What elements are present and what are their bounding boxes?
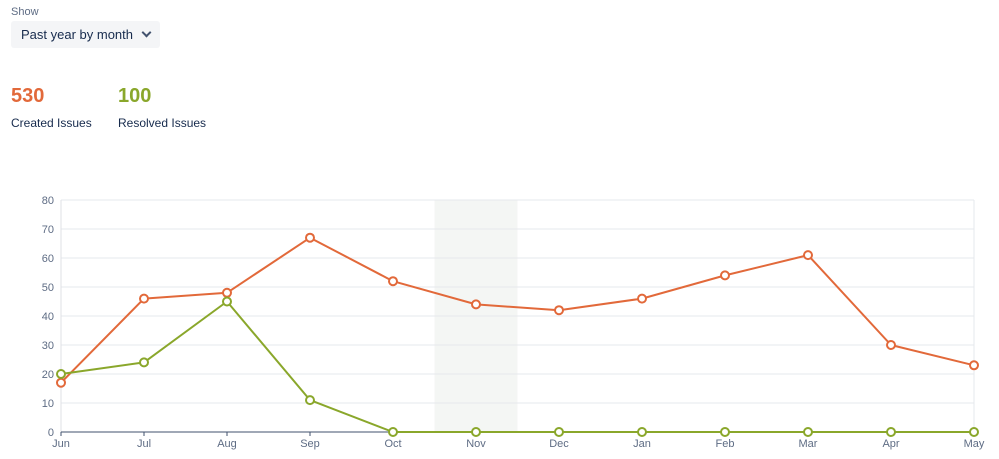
y-tick-label: 0 <box>48 427 54 439</box>
resolved-data-point <box>388 427 398 437</box>
created-data-point <box>969 360 979 371</box>
y-tick-label: 30 <box>42 340 54 352</box>
y-tick-label: 70 <box>42 224 54 236</box>
x-tick-label: Jul <box>137 438 151 450</box>
created-data-point <box>720 270 730 281</box>
resolved-data-point <box>471 427 481 437</box>
resolved-issues-stat: 100 Resolved Issues <box>118 84 206 130</box>
y-tick-label: 60 <box>42 253 54 265</box>
created-data-point <box>886 340 896 350</box>
resolved-data-point <box>720 427 730 437</box>
resolved-data-point <box>803 427 813 437</box>
resolved-data-point <box>637 427 647 437</box>
created-data-point <box>471 299 481 310</box>
resolved-series-line <box>60 300 974 433</box>
created-issues-label: Created Issues <box>11 116 92 130</box>
created-data-point <box>305 232 315 243</box>
created-data-point <box>56 377 66 388</box>
created-data-point <box>222 287 232 298</box>
created-data-point <box>554 305 564 316</box>
x-tick-label: Apr <box>882 438 899 450</box>
resolved-issues-count: 100 <box>118 85 152 107</box>
x-tick-label: Dec <box>549 438 569 450</box>
resolved-data-point <box>56 369 66 379</box>
resolved-data-point <box>886 427 896 437</box>
x-tick-label: Nov <box>466 438 486 450</box>
resolved-data-point <box>969 427 979 437</box>
period-dropdown[interactable]: Past year by month <box>11 21 160 48</box>
y-tick-label: 50 <box>42 282 54 294</box>
created-issues-count: 530 <box>11 85 45 107</box>
resolved-data-point <box>305 395 315 406</box>
x-tick-label: Oct <box>384 438 401 450</box>
x-tick-label: Aug <box>217 438 237 450</box>
x-tick-label: Mar <box>799 438 818 450</box>
x-tick-label: Jan <box>633 438 651 450</box>
created-issues-stat: 530 Created Issues <box>11 84 92 130</box>
y-tick-label: 80 <box>42 195 54 207</box>
created-data-point <box>388 276 398 287</box>
x-tick-label: Sep <box>300 438 320 450</box>
resolved-data-point <box>554 427 564 437</box>
y-tick-label: 40 <box>42 311 54 323</box>
created-data-point <box>139 293 149 304</box>
period-dropdown-value: Past year by month <box>21 27 133 42</box>
created-series-line <box>60 236 975 384</box>
resolved-data-point <box>222 296 232 307</box>
resolved-data-point <box>139 357 149 368</box>
filter-label: Show <box>11 6 39 18</box>
x-tick-label: May <box>964 438 985 450</box>
y-tick-label: 20 <box>42 369 54 381</box>
x-tick-label: Jun <box>52 438 70 450</box>
created-data-point <box>637 293 647 304</box>
x-tick-label: Feb <box>716 438 735 450</box>
created-data-point <box>803 250 813 261</box>
resolved-issues-label: Resolved Issues <box>118 116 207 130</box>
y-tick-label: 10 <box>42 398 54 410</box>
